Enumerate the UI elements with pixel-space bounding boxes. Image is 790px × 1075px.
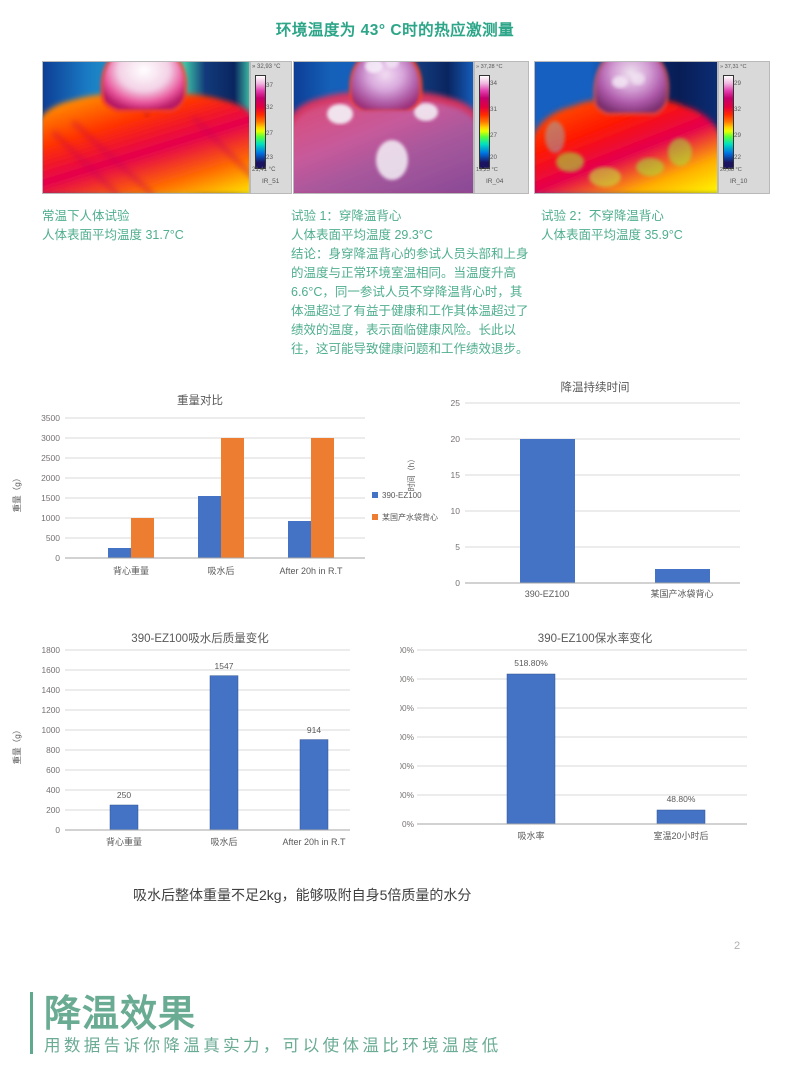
svg-text:1800: 1800 xyxy=(42,645,61,655)
svg-text:5: 5 xyxy=(455,542,460,552)
svg-text:250: 250 xyxy=(117,790,131,800)
svg-text:518.80%: 518.80% xyxy=(514,658,548,668)
svg-text:吸水率: 吸水率 xyxy=(517,830,544,841)
svg-text:0: 0 xyxy=(455,578,460,588)
svg-text:1400: 1400 xyxy=(42,685,61,695)
svg-text:600%: 600% xyxy=(400,645,415,655)
svg-text:1500: 1500 xyxy=(41,493,60,503)
svg-text:200%: 200% xyxy=(400,761,415,771)
svg-text:1600: 1600 xyxy=(42,665,61,675)
svg-text:25: 25 xyxy=(451,398,461,408)
svg-text:0: 0 xyxy=(55,553,60,563)
svg-text:时间（h）: 时间（h） xyxy=(406,455,416,491)
svg-text:3500: 3500 xyxy=(41,413,60,423)
svg-text:914: 914 xyxy=(307,725,321,735)
svg-text:1000: 1000 xyxy=(42,725,61,735)
svg-text:300%: 300% xyxy=(400,732,415,742)
svg-text:重量（g）: 重量（g） xyxy=(12,726,22,765)
svg-text:500: 500 xyxy=(46,533,60,543)
svg-text:48.80%: 48.80% xyxy=(667,794,696,804)
svg-text:100%: 100% xyxy=(400,790,415,800)
svg-text:600: 600 xyxy=(46,765,60,775)
svg-text:0: 0 xyxy=(55,825,60,835)
svg-text:重量（g）: 重量（g） xyxy=(12,474,22,513)
svg-text:800: 800 xyxy=(46,745,60,755)
svg-text:2500: 2500 xyxy=(41,453,60,463)
svg-text:1000: 1000 xyxy=(41,513,60,523)
svg-text:200: 200 xyxy=(46,805,60,815)
svg-text:3000: 3000 xyxy=(41,433,60,443)
svg-text:1200: 1200 xyxy=(42,705,61,715)
svg-text:400: 400 xyxy=(46,785,60,795)
svg-text:0%: 0% xyxy=(402,819,415,829)
svg-text:400%: 400% xyxy=(400,703,415,713)
svg-text:After 20h in R.T: After 20h in R.T xyxy=(279,566,343,576)
svg-text:20: 20 xyxy=(451,434,461,444)
svg-text:吸水后: 吸水后 xyxy=(207,565,234,576)
svg-text:After 20h in R.T: After 20h in R.T xyxy=(282,837,346,847)
svg-text:某国产冰袋背心: 某国产冰袋背心 xyxy=(650,588,713,599)
svg-text:1547: 1547 xyxy=(215,661,234,671)
svg-text:背心重量: 背心重量 xyxy=(106,836,142,847)
svg-text:室温20小时后: 室温20小时后 xyxy=(653,830,708,841)
svg-text:背心重量: 背心重量 xyxy=(113,565,149,576)
svg-text:吸水后: 吸水后 xyxy=(210,836,237,847)
svg-text:500%: 500% xyxy=(400,674,415,684)
svg-text:15: 15 xyxy=(451,470,461,480)
svg-text:2000: 2000 xyxy=(41,473,60,483)
svg-text:390-EZ100: 390-EZ100 xyxy=(525,589,570,599)
svg-text:10: 10 xyxy=(451,506,461,516)
